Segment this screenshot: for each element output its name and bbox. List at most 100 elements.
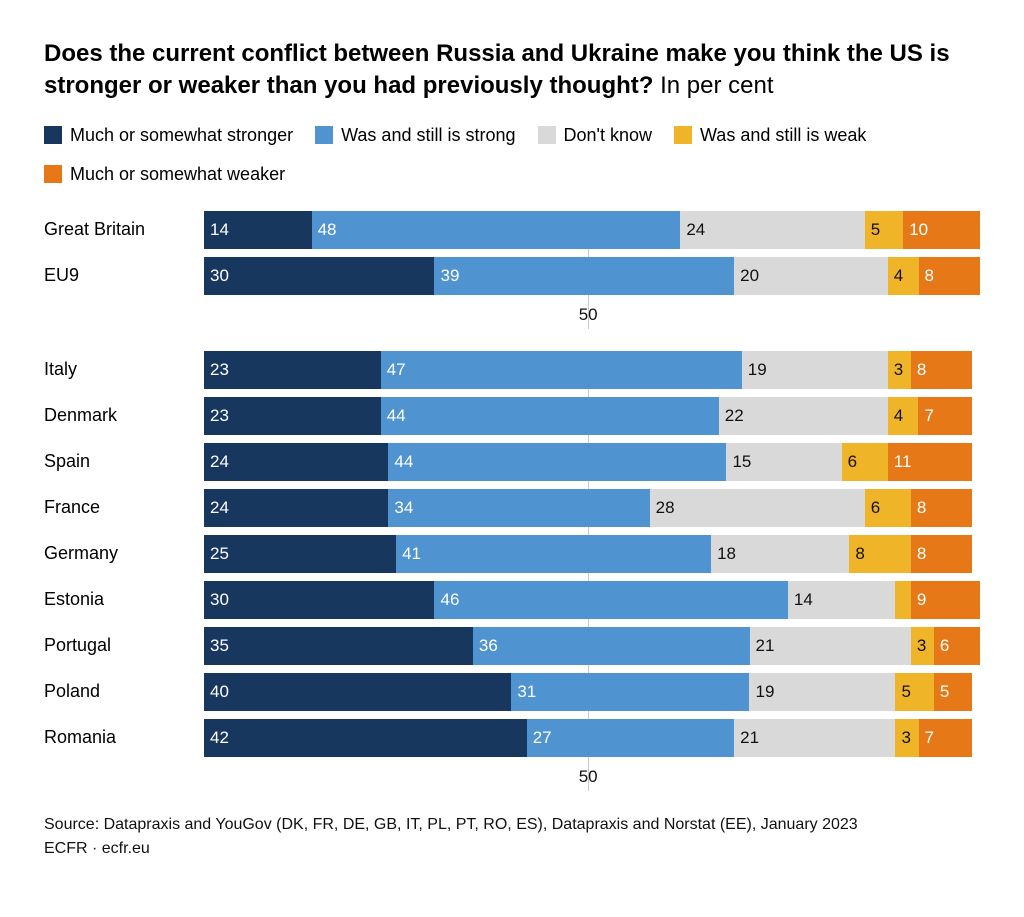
legend-swatch — [674, 126, 692, 144]
row-label: EU9 — [44, 265, 204, 286]
stacked-bar: 25411888 — [204, 535, 980, 573]
chart-group: Great Britain144824510EU93039204850 — [44, 211, 980, 329]
bar-segment: 48 — [312, 211, 681, 249]
bar-segment: 42 — [204, 719, 527, 757]
bar-segment: 3 — [911, 627, 934, 665]
bar-area: 42272137 — [204, 719, 980, 757]
bar-segment: 27 — [527, 719, 734, 757]
bar-segment: 4 — [888, 397, 919, 435]
bar-segment: 7 — [918, 397, 972, 435]
bar-segment: 25 — [204, 535, 396, 573]
bar-area: 244415611 — [204, 443, 980, 481]
legend-item: Was and still is strong — [315, 125, 515, 146]
stacked-bar: 244415611 — [204, 443, 980, 481]
bar-segment: 8 — [911, 351, 972, 389]
bar-row: Estonia3046149 — [44, 581, 980, 619]
bar-segment: 8 — [919, 257, 980, 295]
bar-segment: 23 — [204, 351, 381, 389]
legend-swatch — [538, 126, 556, 144]
bar-row: EU930392048 — [44, 257, 980, 295]
row-label: France — [44, 497, 204, 518]
bar-segment: 44 — [381, 397, 719, 435]
bar-segment: 36 — [473, 627, 750, 665]
bar-area: 144824510 — [204, 211, 980, 249]
legend-label: Was and still is strong — [341, 125, 515, 146]
bar-area: 24342868 — [204, 489, 980, 527]
stacked-bar: 23471938 — [204, 351, 980, 389]
stacked-bar: 40311955 — [204, 673, 980, 711]
chart-title: Does the current conflict between Russia… — [44, 38, 980, 103]
bar-area: 23471938 — [204, 351, 980, 389]
bar-row: Great Britain144824510 — [44, 211, 980, 249]
bar-segment: 18 — [711, 535, 849, 573]
legend: Much or somewhat strongerWas and still i… — [44, 125, 980, 185]
bar-segment: 8 — [911, 489, 972, 527]
bar-segment: 15 — [726, 443, 841, 481]
legend-swatch — [44, 165, 62, 183]
axis-tick-label: 50 — [579, 767, 598, 787]
bar-segment: 6 — [842, 443, 888, 481]
stacked-bar: 30392048 — [204, 257, 980, 295]
bar-segment: 6 — [934, 627, 980, 665]
legend-swatch — [44, 126, 62, 144]
bar-area: 3046149 — [204, 581, 980, 619]
axis-tick-label: 50 — [579, 305, 598, 325]
bar-segment: 35 — [204, 627, 473, 665]
bar-segment: 14 — [204, 211, 312, 249]
bar-segment: 8 — [911, 535, 972, 573]
stacked-bar: 144824510 — [204, 211, 980, 249]
bar-segment: 4 — [888, 257, 919, 295]
bar-segment: 6 — [865, 489, 911, 527]
bar-area: 40311955 — [204, 673, 980, 711]
bar-row: France24342868 — [44, 489, 980, 527]
bar-area: 35362136 — [204, 627, 980, 665]
legend-label: Don't know — [564, 125, 652, 146]
legend-item: Much or somewhat weaker — [44, 164, 285, 185]
bar-segment: 30 — [204, 581, 434, 619]
bar-area: 25411888 — [204, 535, 980, 573]
row-label: Spain — [44, 451, 204, 472]
legend-item: Was and still is weak — [674, 125, 866, 146]
x-axis: 50 — [44, 765, 980, 791]
bar-row: Romania42272137 — [44, 719, 980, 757]
row-label: Estonia — [44, 589, 204, 610]
bar-segment: 19 — [742, 351, 888, 389]
stacked-bar: 24342868 — [204, 489, 980, 527]
source-note: Source: Datapraxis and YouGov (DK, FR, D… — [44, 813, 980, 861]
row-label: Portugal — [44, 635, 204, 656]
bar-segment: 46 — [434, 581, 787, 619]
legend-label: Was and still is weak — [700, 125, 866, 146]
legend-swatch — [315, 126, 333, 144]
chart-title-unit: In per cent — [660, 72, 773, 99]
bar-segment: 19 — [749, 673, 895, 711]
legend-label: Much or somewhat weaker — [70, 164, 285, 185]
source-line-1: Source: Datapraxis and YouGov (DK, FR, D… — [44, 813, 980, 837]
bar-segment: 47 — [381, 351, 742, 389]
bar-segment: 10 — [903, 211, 980, 249]
bar-segment: 39 — [434, 257, 734, 295]
source-line-2: ECFR · ecfr.eu — [44, 837, 980, 861]
bar-segment: 7 — [919, 719, 973, 757]
stacked-bar: 3046149 — [204, 581, 980, 619]
row-label: Italy — [44, 359, 204, 380]
bar-segment: 5 — [865, 211, 903, 249]
chart-group: Italy23471938Denmark23442247Spain2444156… — [44, 351, 980, 791]
row-label: Poland — [44, 681, 204, 702]
bar-segment: 21 — [750, 627, 911, 665]
stacked-bar: 23442247 — [204, 397, 980, 435]
bar-row: Spain244415611 — [44, 443, 980, 481]
bar-segment: 5 — [934, 673, 972, 711]
bar-segment: 22 — [719, 397, 888, 435]
bar-segment: 30 — [204, 257, 434, 295]
bar-segment: 14 — [788, 581, 896, 619]
bar-row: Denmark23442247 — [44, 397, 980, 435]
bar-row: Poland40311955 — [44, 673, 980, 711]
bar-segment: 24 — [204, 443, 388, 481]
bar-row: Portugal35362136 — [44, 627, 980, 665]
bar-area: 30392048 — [204, 257, 980, 295]
row-label: Germany — [44, 543, 204, 564]
row-label: Great Britain — [44, 219, 204, 240]
bar-row: Germany25411888 — [44, 535, 980, 573]
bar-row: Italy23471938 — [44, 351, 980, 389]
bar-segment: 3 — [888, 351, 911, 389]
